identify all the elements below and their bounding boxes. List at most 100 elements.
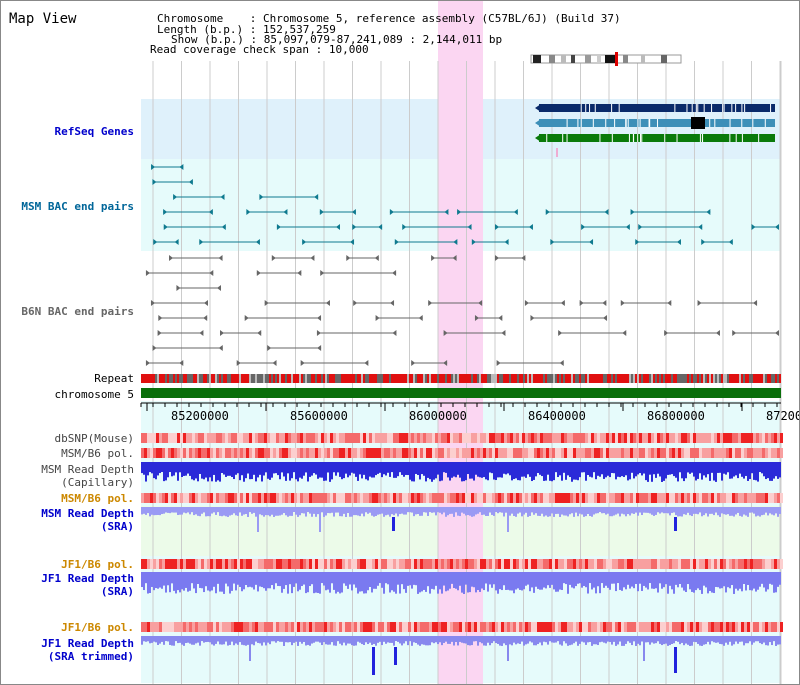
heat-cell bbox=[702, 433, 705, 443]
heat-cell bbox=[342, 622, 345, 632]
heat-cell bbox=[318, 493, 321, 503]
depth-bar bbox=[359, 507, 361, 517]
heat-cell bbox=[162, 622, 165, 632]
depth-bar bbox=[477, 636, 479, 646]
depth-bar bbox=[663, 507, 665, 514]
track-label-msm-bac[interactable]: MSM BAC end pairs bbox=[21, 200, 134, 213]
depth-bar bbox=[243, 572, 245, 590]
depth-bar bbox=[749, 507, 751, 513]
depth-bar bbox=[761, 572, 763, 584]
heat-cell bbox=[159, 448, 162, 458]
heat-cell bbox=[561, 433, 564, 443]
depth-bar bbox=[461, 572, 463, 593]
depth-bar bbox=[297, 507, 299, 517]
track-label-refseq[interactable]: RefSeq Genes bbox=[54, 125, 134, 138]
track-label-b6n-bac[interactable]: B6N BAC end pairs bbox=[21, 305, 134, 318]
depth-bar bbox=[703, 507, 705, 516]
heat-cell bbox=[369, 433, 372, 443]
depth-bar bbox=[147, 507, 149, 514]
depth-bar bbox=[277, 462, 279, 476]
heat-cell bbox=[408, 448, 411, 458]
depth-bar bbox=[541, 507, 543, 514]
heat-cell bbox=[306, 433, 309, 443]
depth-bar bbox=[373, 636, 375, 644]
heat-cell bbox=[279, 559, 282, 569]
depth-bar bbox=[193, 572, 195, 589]
bac-end-marker bbox=[145, 360, 150, 366]
heat-cell bbox=[633, 433, 636, 443]
heat-cell bbox=[618, 622, 621, 632]
gene-intron-mark bbox=[592, 119, 594, 127]
heat-cell bbox=[207, 448, 210, 458]
heat-cell bbox=[339, 622, 342, 632]
heat-cell bbox=[312, 433, 315, 443]
depth-bar bbox=[271, 462, 273, 478]
repeat-bar bbox=[509, 374, 511, 383]
depth-bar bbox=[649, 636, 651, 645]
depth-bar bbox=[765, 572, 767, 592]
heat-cell bbox=[600, 493, 603, 503]
heat-cell bbox=[369, 622, 372, 632]
depth-bar bbox=[481, 462, 483, 478]
heat-cell bbox=[552, 448, 555, 458]
heat-cell bbox=[372, 493, 375, 503]
heat-cell bbox=[411, 433, 414, 443]
depth-bar bbox=[167, 572, 169, 586]
heat-cell bbox=[750, 559, 753, 569]
heat-cell bbox=[258, 433, 261, 443]
heat-cell bbox=[201, 622, 204, 632]
repeat-bar bbox=[485, 374, 487, 383]
depth-bar bbox=[707, 462, 709, 475]
heat-cell bbox=[558, 433, 561, 443]
repeat-bar bbox=[661, 374, 663, 383]
heat-cell bbox=[405, 559, 408, 569]
heat-cell bbox=[228, 559, 231, 569]
heat-cell bbox=[780, 433, 783, 443]
depth-bar bbox=[545, 462, 547, 481]
depth-bar bbox=[303, 462, 305, 476]
heat-cell bbox=[471, 493, 474, 503]
depth-bar bbox=[349, 507, 351, 517]
gene-intron-mark bbox=[741, 104, 743, 112]
depth-bar bbox=[449, 507, 451, 514]
depth-bar bbox=[141, 462, 143, 474]
depth-bar bbox=[577, 462, 579, 481]
repeat-bar bbox=[357, 374, 359, 383]
depth-bar bbox=[321, 462, 323, 478]
depth-bar bbox=[287, 572, 289, 594]
depth-bar bbox=[261, 636, 263, 646]
heat-cell bbox=[561, 448, 564, 458]
heat-cell bbox=[705, 622, 708, 632]
depth-bar bbox=[729, 462, 731, 479]
heat-cell bbox=[717, 433, 720, 443]
heat-cell bbox=[216, 493, 219, 503]
depth-bar bbox=[583, 462, 585, 473]
heat-cell bbox=[543, 493, 546, 503]
heat-cell bbox=[351, 493, 354, 503]
repeat-bar bbox=[599, 374, 601, 383]
heat-cell bbox=[474, 559, 477, 569]
repeat-bar bbox=[491, 374, 493, 383]
depth-bar bbox=[621, 462, 623, 477]
depth-bar bbox=[569, 636, 571, 646]
heat-cell bbox=[594, 448, 597, 458]
track-label-msm-depth-cap-2: (Capillary) bbox=[61, 476, 134, 489]
depth-bar bbox=[317, 572, 319, 593]
depth-bar bbox=[247, 636, 249, 645]
heat-cell bbox=[363, 493, 366, 503]
repeat-bar bbox=[325, 374, 327, 383]
heat-cell bbox=[432, 622, 435, 632]
bac-end-marker bbox=[220, 194, 225, 200]
heat-cell bbox=[201, 433, 204, 443]
depth-bar bbox=[471, 572, 473, 587]
heat-cell bbox=[696, 493, 699, 503]
heat-cell bbox=[141, 622, 144, 632]
repeat-bar bbox=[759, 374, 761, 383]
repeat-bar bbox=[613, 374, 615, 383]
bac-end-marker bbox=[244, 315, 249, 321]
heat-cell bbox=[222, 493, 225, 503]
heat-cell bbox=[402, 622, 405, 632]
depth-bar bbox=[685, 507, 687, 515]
repeat-bar bbox=[401, 374, 403, 383]
